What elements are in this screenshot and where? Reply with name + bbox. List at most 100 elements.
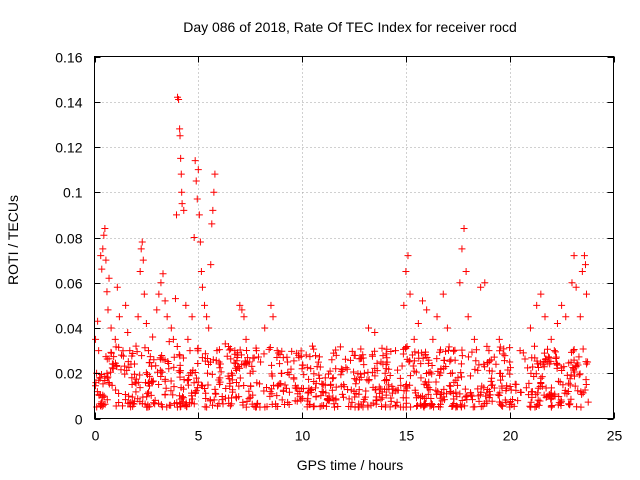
data-point bbox=[268, 361, 276, 369]
data-point bbox=[273, 354, 281, 362]
data-point bbox=[342, 364, 350, 372]
data-point bbox=[222, 385, 230, 393]
data-point bbox=[362, 387, 370, 395]
data-point bbox=[183, 377, 191, 385]
data-point bbox=[130, 360, 138, 368]
data-point bbox=[396, 374, 404, 382]
data-point bbox=[190, 400, 198, 408]
data-point bbox=[231, 347, 239, 355]
data-point bbox=[506, 344, 514, 352]
data-point bbox=[303, 363, 311, 371]
data-point bbox=[125, 392, 133, 400]
data-point bbox=[266, 344, 274, 352]
data-point bbox=[177, 395, 185, 403]
data-point bbox=[538, 373, 546, 381]
data-point bbox=[148, 362, 156, 370]
data-point bbox=[314, 358, 322, 366]
data-point bbox=[330, 400, 338, 408]
data-point bbox=[547, 402, 555, 410]
data-point bbox=[428, 370, 436, 378]
data-point bbox=[402, 380, 410, 388]
data-point bbox=[433, 355, 441, 363]
data-point bbox=[496, 343, 504, 351]
data-point bbox=[440, 393, 448, 401]
data-point bbox=[233, 378, 240, 386]
data-point bbox=[201, 301, 209, 309]
data-point bbox=[344, 385, 352, 393]
data-point bbox=[252, 347, 260, 355]
data-point bbox=[140, 290, 148, 298]
data-point bbox=[359, 403, 367, 411]
data-point bbox=[442, 347, 450, 355]
data-point bbox=[198, 283, 206, 291]
data-point bbox=[461, 402, 469, 410]
data-point bbox=[382, 350, 390, 358]
data-point bbox=[485, 367, 493, 375]
data-point bbox=[223, 352, 231, 360]
data-point bbox=[417, 374, 425, 382]
data-point bbox=[507, 398, 515, 406]
data-point bbox=[531, 354, 539, 362]
y-tick-label: 0.02 bbox=[55, 366, 82, 382]
data-point bbox=[227, 345, 235, 353]
data-point bbox=[566, 375, 574, 383]
data-point bbox=[298, 365, 306, 373]
data-point bbox=[469, 403, 477, 411]
data-point bbox=[537, 290, 545, 298]
data-point bbox=[100, 231, 108, 239]
data-point bbox=[256, 403, 264, 411]
data-point bbox=[324, 370, 332, 378]
data-point bbox=[130, 370, 138, 378]
data-point bbox=[105, 378, 113, 386]
data-point bbox=[167, 377, 175, 385]
data-point bbox=[534, 389, 542, 397]
data-point bbox=[318, 388, 326, 396]
data-point bbox=[579, 389, 587, 397]
data-point bbox=[102, 353, 110, 361]
data-point bbox=[191, 388, 199, 396]
data-point bbox=[176, 399, 184, 407]
data-point bbox=[456, 279, 464, 287]
data-point bbox=[424, 390, 432, 398]
data-point bbox=[358, 354, 366, 362]
data-point bbox=[133, 348, 141, 356]
data-point bbox=[363, 376, 371, 384]
data-point bbox=[391, 402, 399, 410]
data-point bbox=[357, 401, 365, 409]
data-point bbox=[365, 324, 373, 332]
data-point bbox=[544, 345, 552, 353]
data-point bbox=[95, 347, 103, 355]
data-point bbox=[203, 369, 211, 377]
data-point bbox=[236, 374, 244, 382]
data-point bbox=[488, 397, 496, 405]
data-point bbox=[403, 384, 411, 392]
data-point bbox=[422, 394, 430, 402]
data-point bbox=[163, 313, 171, 321]
data-point bbox=[102, 256, 110, 264]
data-point bbox=[414, 319, 422, 327]
data-point bbox=[306, 401, 314, 409]
data-point bbox=[373, 359, 381, 367]
data-point bbox=[442, 363, 450, 371]
data-point bbox=[190, 379, 198, 387]
data-point bbox=[149, 333, 157, 341]
data-point bbox=[427, 402, 435, 410]
data-point bbox=[371, 329, 379, 337]
data-point bbox=[165, 338, 173, 346]
data-point bbox=[138, 352, 146, 360]
data-point bbox=[221, 340, 229, 348]
data-point bbox=[195, 211, 203, 219]
data-point bbox=[386, 371, 394, 379]
data-point bbox=[170, 353, 178, 361]
data-point bbox=[329, 375, 337, 383]
data-point bbox=[351, 351, 359, 359]
data-point bbox=[308, 342, 316, 350]
data-point bbox=[472, 346, 480, 354]
data-point bbox=[532, 370, 540, 378]
data-point bbox=[158, 368, 166, 376]
data-point bbox=[541, 313, 549, 321]
data-point bbox=[547, 357, 555, 365]
data-point bbox=[477, 283, 485, 291]
data-point bbox=[364, 401, 372, 409]
data-point bbox=[328, 356, 336, 364]
